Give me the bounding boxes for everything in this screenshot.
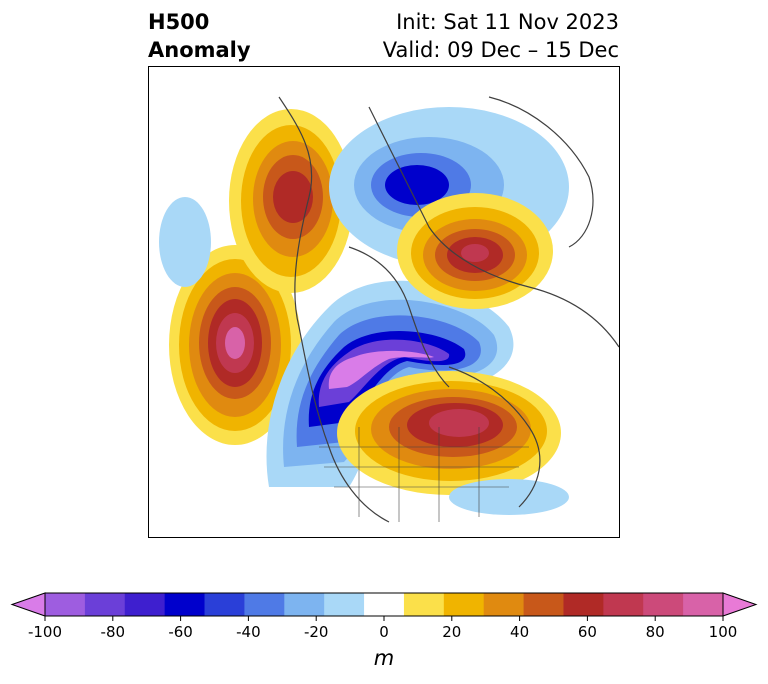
colorbar-cell xyxy=(164,593,206,616)
colorbar-cell xyxy=(643,593,684,616)
colorbar-cell xyxy=(483,593,525,616)
colorbar-cell xyxy=(284,593,325,616)
colorbar-tick-label: -20 xyxy=(304,623,329,641)
forecast-info: Init: Sat 11 Nov 2023 Valid: 09 Dec – 15… xyxy=(383,8,619,64)
colorbar-tick-label: -80 xyxy=(101,623,126,641)
colorbar-tick-label: 0 xyxy=(379,623,389,641)
coastlines xyxy=(278,96,619,523)
title-subtitle: Anomaly xyxy=(148,38,251,62)
valid-time: Valid: 09 Dec – 15 Dec xyxy=(382,38,619,62)
colorbar-tick-label: 80 xyxy=(646,623,665,641)
colorbar-cell xyxy=(523,593,564,616)
colorbar-cell xyxy=(244,593,285,616)
init-time: Init: Sat 11 Nov 2023 xyxy=(396,10,619,34)
colorbar-cell xyxy=(124,593,166,616)
colorbar-cell xyxy=(324,593,365,616)
colorbar-cell xyxy=(204,593,245,616)
colorbar-unit-label: m xyxy=(373,646,395,670)
positive-anomaly-alaska xyxy=(229,109,353,293)
map-canvas xyxy=(159,96,619,523)
positive-anomaly-north-pacific xyxy=(169,245,301,445)
colorbar-extend-max xyxy=(722,592,758,617)
colorbar-cell xyxy=(403,593,445,616)
colorbar-ticks: -100 -80 -60 -40 -20 0 20 40 60 80 100 xyxy=(28,616,737,641)
map-title: H500 Anomaly xyxy=(148,8,251,64)
colorbar-tick-label: -100 xyxy=(28,623,62,641)
colorbar-tick-label: 60 xyxy=(578,623,597,641)
colorbar-tick-label: 20 xyxy=(442,623,461,641)
colorbar-cell xyxy=(603,593,644,616)
title-variable: H500 xyxy=(148,10,210,34)
colorbar-tick-label: 100 xyxy=(709,623,738,641)
colorbar-tick-label: -40 xyxy=(236,623,261,641)
colorbar-tick-label: -60 xyxy=(168,623,193,641)
colorbar-cell xyxy=(84,593,126,616)
colorbar-cell xyxy=(364,593,405,616)
colorbar-cell xyxy=(443,593,485,616)
colorbar-cell xyxy=(683,593,724,616)
colorbar-extend-min xyxy=(10,592,46,617)
colorbar: -100 -80 -60 -40 -20 0 20 40 60 80 100 xyxy=(10,592,758,641)
state-borders xyxy=(319,427,529,522)
negative-anomaly-atlantic-patch xyxy=(449,479,569,515)
colorbar-tick-label: 40 xyxy=(510,623,529,641)
colorbar-cell xyxy=(563,593,604,616)
positive-anomaly-eastern-us xyxy=(337,371,561,495)
negative-anomaly-pacific-patch xyxy=(159,197,211,287)
colorbar-cells xyxy=(10,592,758,617)
colorbar-cell xyxy=(45,593,86,616)
anomaly-map xyxy=(148,66,620,538)
positive-anomaly-greenland-north-atlantic xyxy=(397,193,553,309)
